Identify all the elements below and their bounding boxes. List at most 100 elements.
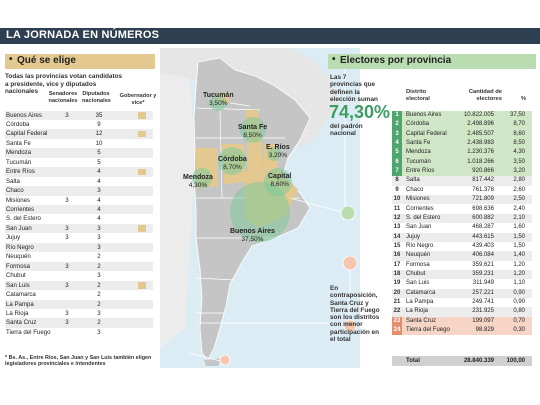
- table-row: 4 Santa Fe 2.438.983 8,50: [392, 139, 532, 149]
- province-name: La Pampa: [6, 300, 34, 308]
- rank-number: 22: [393, 308, 401, 315]
- elector-pct: 2,60: [513, 186, 525, 193]
- senators-count: 3: [65, 111, 69, 119]
- elector-count: 721.809: [472, 196, 494, 203]
- deputies-count: 5: [97, 158, 101, 166]
- elector-pct: 8,70: [513, 121, 525, 128]
- table-row: Salta 4: [5, 177, 153, 186]
- province-name: Tucumán: [6, 158, 32, 166]
- deputies-count: 4: [97, 215, 101, 223]
- table-row: 10 Misiones 721.809 2,50: [392, 195, 532, 205]
- page-title: LA JORNADA EN NÚMEROS: [6, 29, 160, 41]
- rank-number: 2: [392, 120, 402, 130]
- col-pct: %: [520, 96, 526, 102]
- map-label-cordoba: Córdoba 8,70%: [218, 156, 247, 171]
- elector-count: 1.230.376: [467, 149, 494, 156]
- table-row: Capital Federal 12: [5, 129, 153, 139]
- table-row: S. del Estero 4: [5, 214, 153, 223]
- governor-marker: [138, 225, 146, 232]
- district-name: Córdoba: [406, 121, 430, 128]
- district-name: Tucumán: [406, 158, 431, 165]
- table-row: Chubut 3: [5, 271, 153, 280]
- province-name: Santa Cruz: [6, 319, 37, 327]
- elector-count: 2.485.507: [467, 130, 494, 137]
- elector-count: 406.084: [472, 252, 494, 259]
- map-label-entrerios: E. Ríos 3,20%: [266, 144, 290, 159]
- governor-marker: [138, 282, 146, 289]
- province-name: Entre Ríos: [6, 168, 35, 176]
- deputies-count: 2: [97, 262, 101, 270]
- table-row: Tierra del Fuego 3: [5, 328, 153, 337]
- table-row: Neuquén 2: [5, 252, 153, 261]
- elector-pct: 1,60: [513, 224, 525, 231]
- district-name: Catamarca: [406, 289, 436, 296]
- rank-number: 1: [392, 111, 402, 121]
- province-name: Buenos Aires: [6, 111, 42, 119]
- deputies-count: 4: [97, 206, 101, 213]
- province-name: Tierra del Fuego: [6, 328, 51, 336]
- province-name: Santa Fe: [6, 139, 31, 147]
- province-name: Corrientes: [6, 206, 35, 213]
- right-heading-label: Electores por provincia: [340, 55, 452, 66]
- rank-number: 24: [392, 326, 402, 336]
- table-row: 18 Chubut 359.231 1,20: [392, 269, 532, 280]
- governor-marker: [138, 168, 146, 176]
- rank-number: 9: [395, 186, 399, 193]
- district-name: Entre Ríos: [406, 168, 435, 175]
- province-name: Córdoba: [6, 120, 30, 128]
- district-name: Santa Cruz: [406, 317, 437, 324]
- district-name: La Pampa: [406, 299, 434, 305]
- elector-count: 468.287: [472, 224, 494, 231]
- rank-number: 19: [393, 280, 401, 287]
- deputies-count: 4: [97, 168, 101, 176]
- elector-pct: 37,50: [509, 112, 525, 118]
- district-name: Jujuy: [406, 233, 421, 240]
- district-name: Tierra del Fuego: [406, 327, 450, 334]
- col-governor: Gobernador y vice*: [119, 93, 157, 106]
- elector-pct: 1,50: [513, 242, 525, 249]
- left-footnote: * Bs. As., Entre Ríos, San Juan y San Lu…: [5, 355, 152, 368]
- district-name: Río Negro: [406, 242, 434, 249]
- marker-pink-1: [342, 255, 358, 271]
- rank-number: 6: [392, 157, 402, 168]
- right-sub: del padrón nacional: [330, 123, 363, 138]
- district-name: Formosa: [406, 261, 430, 268]
- province-name: Jujuy: [6, 234, 21, 242]
- elector-count: 257.221: [472, 289, 494, 296]
- senators-count: 3: [65, 262, 69, 270]
- bubble-entrerios: [267, 147, 281, 161]
- bubble-santafe: [240, 117, 266, 143]
- col-senators: Senadores nacionales: [48, 91, 78, 104]
- table-row: Santa Cruz 3 2: [5, 318, 153, 328]
- table-row: Mendoza 5: [5, 148, 153, 158]
- elector-count: 817.442: [472, 177, 494, 184]
- province-name: Formosa: [6, 262, 31, 270]
- table-row: Río Negro 3: [5, 242, 153, 253]
- left-intro: Todas las provincias votan candidatos a …: [5, 73, 123, 95]
- rank-number: 14: [393, 233, 401, 240]
- elector-count: 199.097: [472, 317, 494, 324]
- table-row: 19 San Luis 311.949 1,10: [392, 279, 532, 288]
- governor-marker: [138, 112, 146, 119]
- table-row: 13 San Juan 468.287 1,60: [392, 223, 532, 232]
- elector-pct: 0,90: [513, 299, 525, 305]
- table-row: Corrientes 4: [5, 205, 153, 215]
- deputies-count: 3: [97, 309, 101, 317]
- elector-count: 311.949: [472, 280, 494, 287]
- elector-count: 359.231: [472, 270, 494, 277]
- table-row: 14 Jujuy 443.615 1,50: [392, 232, 532, 242]
- elector-pct: 0,30: [513, 327, 525, 334]
- province-name: Chubut: [6, 272, 26, 280]
- deputies-count: 2: [97, 281, 101, 289]
- deputies-count: 3: [97, 272, 101, 280]
- province-name: San Juan: [6, 224, 32, 232]
- rank-number: 15: [393, 242, 401, 249]
- elector-pct: 1,50: [513, 233, 525, 240]
- table-row: La Pampa 2: [5, 299, 153, 309]
- elector-pct: 0,70: [513, 317, 525, 324]
- senators-count: 3: [65, 224, 69, 232]
- table-row: Santa Fe 10: [5, 139, 153, 148]
- rank-number: 16: [393, 252, 401, 259]
- map-label-mendoza: Mendoza 4,30%: [183, 174, 213, 189]
- deputies-count: 2: [97, 319, 101, 327]
